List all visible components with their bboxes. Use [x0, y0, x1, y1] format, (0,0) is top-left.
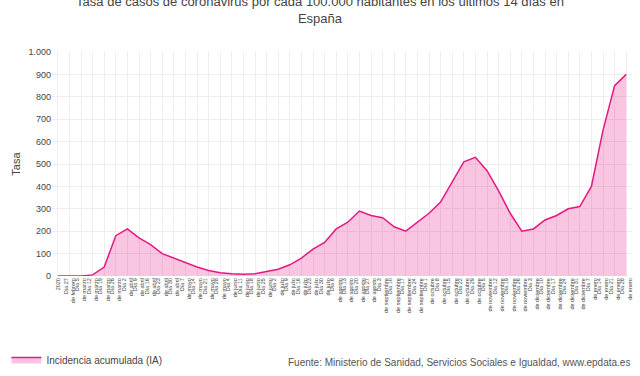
svg-text:600: 600 — [36, 137, 51, 147]
svg-text:Día 26de noviembre: Día 26de noviembre — [515, 278, 528, 311]
svg-text:Día 27de agosto: Día 27de agosto — [364, 278, 377, 302]
svg-text:Día 15de octubre: Día 15de octubre — [445, 278, 458, 304]
svg-text:200: 200 — [36, 226, 51, 236]
svg-text:Día 24de septiembre: Día 24de septiembre — [411, 278, 424, 313]
svg-text:Día 16de julio: Día 16de julio — [295, 278, 308, 295]
svg-text:Día 13de agosto: Día 13de agosto — [341, 278, 354, 302]
svg-text:700: 700 — [36, 114, 51, 124]
svg-text:Día 14de mayo: Día 14de mayo — [190, 278, 203, 299]
svg-text:900: 900 — [36, 70, 51, 80]
svg-text:Día 31de diciembre: Día 31de diciembre — [573, 278, 586, 310]
svg-text:Día 6de agosto: Día 6de agosto — [329, 278, 342, 302]
svg-text:Día 21de enero: Día 21de enero — [608, 278, 621, 300]
svg-text:Día 11de junio: Día 11de junio — [237, 278, 250, 297]
svg-text:Día 5de marzo: Día 5de marzo — [74, 278, 87, 301]
svg-text:Día 30de abril: Día 30de abril — [167, 278, 180, 296]
svg-text:Día 12de marzo: Día 12de marzo — [86, 278, 99, 301]
svg-text:Tasa de casos de coronavirus p: Tasa de casos de coronavirus por cada 10… — [76, 0, 564, 26]
svg-text:Día 12de noviembre: Día 12de noviembre — [492, 278, 505, 311]
svg-text:Día 9de julio: Día 9de julio — [283, 278, 296, 295]
svg-text:Día 23de abril: Día 23de abril — [155, 278, 168, 296]
svg-text:2020: 2020 — [55, 278, 61, 290]
svg-text:Día 18de junio: Día 18de junio — [248, 278, 261, 297]
svg-text:800: 800 — [36, 92, 51, 102]
svg-text:Día 23de julio: Día 23de julio — [306, 278, 319, 295]
svg-text:Día 17de septiembre: Día 17de septiembre — [399, 278, 412, 313]
svg-text:Día 8de octubre: Día 8de octubre — [434, 278, 447, 304]
svg-text:Día 28de mayo: Día 28de mayo — [213, 278, 226, 299]
svg-text:Día 2de abril: Día 2de abril — [121, 278, 134, 296]
svg-text:100: 100 — [36, 249, 51, 259]
svg-text:Día 3de diciembre: Día 3de diciembre — [527, 278, 540, 310]
svg-text:Incidencia acumulada (IA): Incidencia acumulada (IA) — [46, 355, 162, 366]
svg-text:Día 26de marzo: Día 26de marzo — [109, 278, 122, 301]
svg-text:Día 3de septiembre: Día 3de septiembre — [376, 278, 389, 313]
svg-text:Tasa: Tasa — [10, 152, 22, 176]
svg-text:Día 25de junio: Día 25de junio — [260, 278, 273, 297]
svg-text:Día 19de noviembre: Día 19de noviembre — [503, 278, 516, 311]
svg-text:500: 500 — [36, 159, 51, 169]
svg-text:Día 30de julio: Día 30de julio — [318, 278, 331, 295]
svg-text:Día 16de abril: Día 16de abril — [144, 278, 157, 296]
svg-text:Fuente: Ministerio de Sanidad,: Fuente: Ministerio de Sanidad, Servicios… — [288, 357, 630, 368]
svg-text:Día 17de diciembre: Día 17de diciembre — [550, 278, 563, 310]
svg-text:Día 26de enero: Día 26de enero — [619, 278, 632, 300]
svg-text:Día 29de octubre: Día 29de octubre — [469, 278, 482, 304]
svg-text:Día 10de diciembre: Día 10de diciembre — [538, 278, 551, 310]
svg-text:Día 4de junio: Día 4de junio — [225, 278, 238, 297]
svg-text:0: 0 — [46, 271, 51, 281]
svg-text:Día 14de enero: Día 14de enero — [596, 278, 609, 300]
svg-text:300: 300 — [36, 204, 51, 214]
svg-text:Día 27de febrero: Día 27de febrero — [63, 278, 76, 303]
svg-text:Día 5de noviembre: Día 5de noviembre — [480, 278, 493, 311]
svg-text:Día 24de diciembre: Día 24de diciembre — [561, 278, 574, 310]
svg-text:Día 21de mayo: Día 21de mayo — [202, 278, 215, 299]
svg-text:Día 22de octubre: Día 22de octubre — [457, 278, 470, 304]
svg-text:Día 10de septiembre: Día 10de septiembre — [387, 278, 400, 313]
svg-text:Día 2de julio: Día 2de julio — [271, 278, 284, 295]
svg-text:Día 20de agosto: Día 20de agosto — [353, 278, 366, 302]
svg-text:Día 1de octubre: Día 1de octubre — [422, 278, 435, 304]
svg-text:400: 400 — [36, 182, 51, 192]
svg-text:Día 9de abril: Día 9de abril — [132, 278, 145, 296]
svg-text:1.000: 1.000 — [28, 47, 51, 57]
svg-text:Día 7de mayo: Día 7de mayo — [179, 278, 192, 299]
svg-text:Día 19de marzo: Día 19de marzo — [97, 278, 110, 301]
svg-text:Día 7de enero: Día 7de enero — [585, 278, 598, 300]
